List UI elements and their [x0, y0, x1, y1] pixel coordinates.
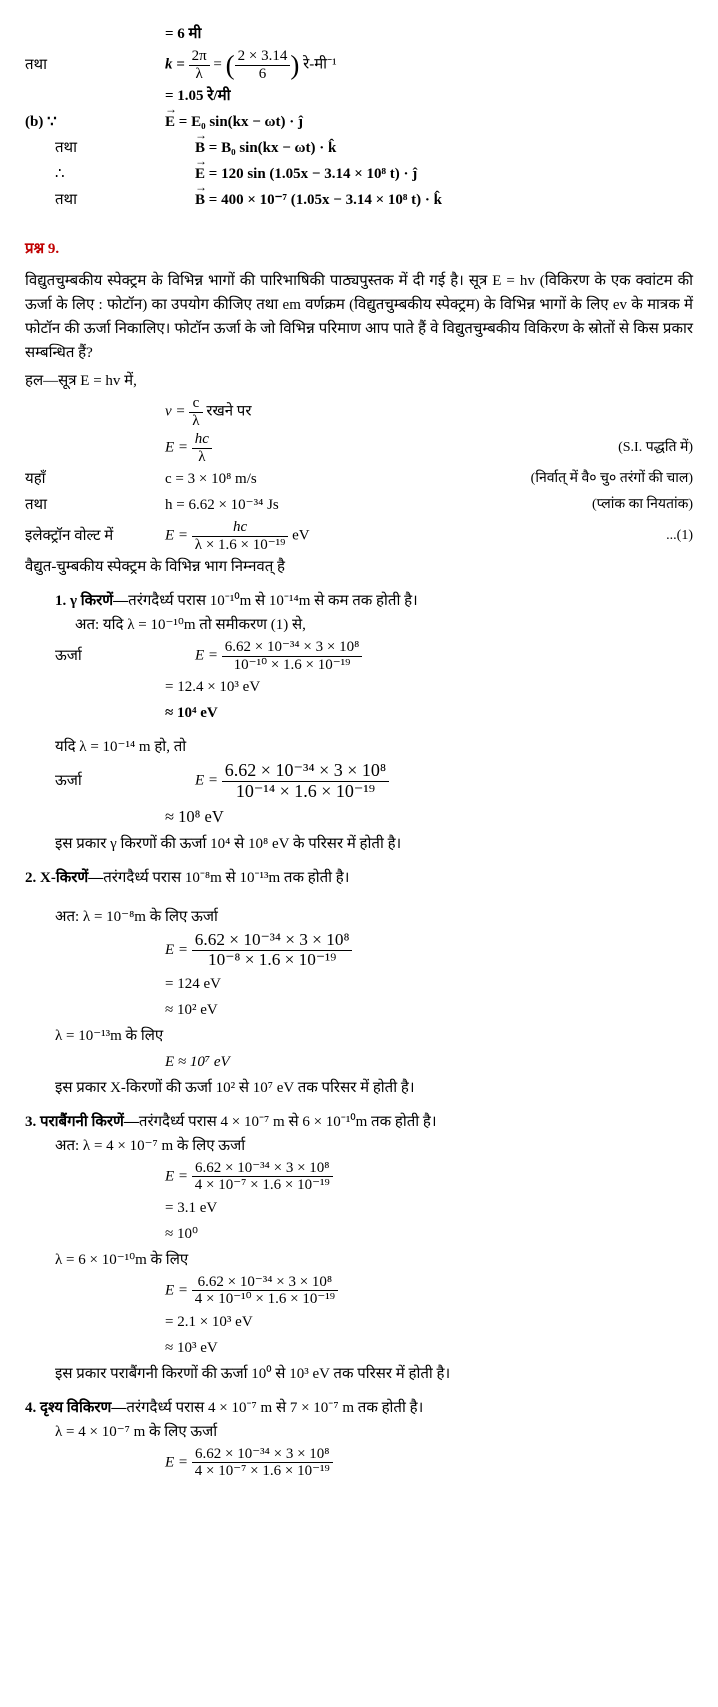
- question-9-text: विद्युतचुम्बकीय स्पेक्ट्रम के विभिन्न भा…: [25, 269, 693, 365]
- eq-E-hc-lambda: E = hcλ: [165, 431, 618, 465]
- uv-r4: ≈ 10³ eV: [165, 1336, 693, 1360]
- gamma-r1: = 12.4 × 10³ eV: [165, 675, 693, 699]
- spectrum-intro: वैद्युत-चुम्बकीय स्पेक्ट्रम के विभिन्न भ…: [25, 555, 693, 579]
- xray-r1: = 124 eV: [165, 972, 693, 996]
- note-c: (निर्वात् में वै० चु० तरंगों की चाल): [531, 468, 693, 490]
- part-b-label: (b) ∵: [25, 110, 165, 134]
- solution-intro: हल—सूत्र E = hv में,: [25, 369, 693, 393]
- gamma-lambda1: अत: यदि λ = 10⁻¹⁰m तो समीकरण (1) से,: [75, 613, 693, 637]
- eq-gamma-2: E = 6.62 × 10⁻³⁴ × 3 × 10⁸10⁻¹⁴ × 1.6 × …: [195, 761, 693, 802]
- uv-r3: = 2.1 × 10³ eV: [165, 1310, 693, 1334]
- eq-number-1: ...(1): [666, 525, 693, 547]
- xray-lambda2: λ = 10⁻¹³m के लिए: [55, 1024, 693, 1048]
- uv-r1: = 3.1 eV: [165, 1196, 693, 1220]
- label-tatha-4: तथा: [25, 493, 165, 517]
- gamma-lambda2: यदि λ = 10⁻¹⁴ m हो, तो: [55, 735, 693, 759]
- eq-E-final: E = 120 sin (1.05x − 3.14 × 10⁸ t) · ĵ: [195, 162, 693, 186]
- label-urja-2: ऊर्जा: [55, 769, 195, 793]
- eq-vis-1: E = 6.62 × 10⁻³⁴ × 3 × 10⁸4 × 10⁻⁷ × 1.6…: [165, 1446, 693, 1480]
- label-ev: इलेक्ट्रॉन वोल्ट में: [25, 524, 165, 548]
- note-si: (S.I. पद्धति में): [618, 437, 693, 459]
- eq-nu: v = cλ रखने पर: [165, 395, 693, 429]
- question-9-title: प्रश्न 9.: [25, 237, 693, 261]
- eq-wavelength-result: = 6 मी: [165, 22, 693, 46]
- xray-lambda1: अत: λ = 10⁻⁸m के लिए ऊर्जा: [55, 905, 693, 929]
- label-yahan: यहाँ: [25, 467, 165, 491]
- section-uv: 3. पराबैंगनी किरणें—तरंगदैर्ध्य परास 4 ×…: [25, 1110, 693, 1134]
- val-h: h = 6.62 × 10⁻³⁴ Js: [165, 493, 592, 517]
- vis-lambda1: λ = 4 × 10⁻⁷ m के लिए ऊर्जा: [55, 1420, 693, 1444]
- xray-r2: ≈ 10² eV: [165, 998, 693, 1022]
- val-c: c = 3 × 10⁸ m/s: [165, 467, 531, 491]
- section-visible: 4. दृश्य विकिरण—तरंगदैर्ध्य परास 4 × 10⁻…: [25, 1396, 693, 1420]
- gamma-r2: ≈ 10⁴ eV: [165, 701, 693, 725]
- uv-conclusion: इस प्रकार पराबैंगनी किरणों की ऊर्जा 10⁰ …: [55, 1362, 693, 1386]
- eq-B-general: B = B₀ sin(kx − ωt) · k̂: [195, 136, 693, 160]
- eq-uv-2: E = 6.62 × 10⁻³⁴ × 3 × 10⁸4 × 10⁻¹⁰ × 1.…: [165, 1274, 693, 1308]
- eq-E-ev: E = hcλ × 1.6 × 10⁻¹⁹ eV: [165, 519, 666, 553]
- label-therefore: ∴: [55, 162, 195, 186]
- xray-r3: E ≈ 10⁷ eV: [165, 1050, 693, 1074]
- prev-solution-continued: = 6 मी तथा k = 2πλ = (2 × 3.146) रे-मी⁻¹…: [25, 22, 693, 212]
- label-tatha-3: तथा: [55, 188, 195, 212]
- section-xray: 2. X-किरणें—तरंगदैर्ध्य परास 10⁻⁸m से 10…: [25, 866, 693, 890]
- eq-xray-1: E = 6.62 × 10⁻³⁴ × 3 × 10⁸10⁻⁸ × 1.6 × 1…: [165, 931, 693, 970]
- uv-lambda1: अत: λ = 4 × 10⁻⁷ m के लिए ऊर्जा: [55, 1134, 693, 1158]
- label-tatha-2: तथा: [55, 136, 195, 160]
- eq-E-general: E = E₀ sin(kx − ωt) · ĵ: [165, 110, 693, 134]
- eq-gamma-1: E = 6.62 × 10⁻³⁴ × 3 × 10⁸10⁻¹⁰ × 1.6 × …: [195, 639, 693, 673]
- eq-k-result: = 1.05 रे/मी: [165, 84, 693, 108]
- eq-k: k = 2πλ = (2 × 3.146) रे-मी⁻¹: [165, 48, 693, 82]
- label-urja-1: ऊर्जा: [55, 644, 195, 668]
- xray-conclusion: इस प्रकार X-किरणों की ऊर्जा 10² से 10⁷ e…: [55, 1076, 693, 1100]
- gamma-r3: ≈ 10⁸ eV: [165, 804, 693, 830]
- uv-lambda2: λ = 6 × 10⁻¹⁰m के लिए: [55, 1248, 693, 1272]
- note-h: (प्लांक का नियतांक): [592, 494, 693, 516]
- gamma-conclusion: इस प्रकार γ किरणों की ऊर्जा 10⁴ से 10⁸ e…: [55, 832, 693, 856]
- eq-B-final: B = 400 × 10⁻⁷ (1.05x − 3.14 × 10⁸ t) · …: [195, 188, 693, 212]
- label-tatha-1: तथा: [25, 53, 165, 77]
- uv-r2: ≈ 10⁰: [165, 1222, 693, 1246]
- eq-uv-1: E = 6.62 × 10⁻³⁴ × 3 × 10⁸4 × 10⁻⁷ × 1.6…: [165, 1160, 693, 1194]
- section-gamma: 1. γ किरणें—तरंगदैर्ध्य परास 10⁻¹⁰m से 1…: [55, 589, 693, 613]
